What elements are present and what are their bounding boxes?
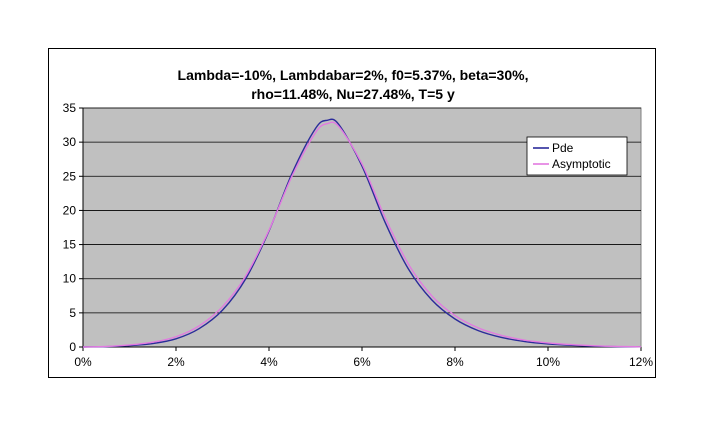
x-tick-label: 2% [167, 355, 185, 369]
y-tick-label: 0 [69, 340, 76, 354]
series-line-asymptotic [82, 121, 642, 348]
y-tick-label: 5 [69, 306, 76, 320]
legend-label: Asymptotic [552, 157, 611, 171]
x-tick-label: 6% [353, 355, 371, 369]
x-tick-label: 10% [536, 355, 560, 369]
chart-title-line-2: rho=11.48%, Nu=27.48%, T=5 y [251, 86, 455, 102]
y-tick-label: 15 [63, 238, 77, 252]
series-group [82, 118, 642, 348]
y-tick-label: 10 [63, 272, 77, 286]
y-tick-label: 30 [63, 135, 77, 149]
x-axis: 0% 2% 4% 6% 8% 10% 12% [74, 346, 653, 369]
y-axis: 0 5 10 15 20 25 30 35 [63, 101, 84, 354]
y-tick-label: 25 [63, 169, 77, 183]
legend-label: Pde [552, 141, 574, 155]
legend: Pde Asymptotic [526, 136, 628, 176]
x-tick-label: 0% [74, 355, 92, 369]
chart-title-line-1: Lambda=-10%, Lambdabar=2%, f0=5.37%, bet… [178, 67, 529, 83]
y-tick-label: 20 [63, 203, 77, 217]
chart-title: Lambda=-10%, Lambdabar=2%, f0=5.37%, bet… [178, 67, 529, 102]
x-tick-label: 4% [260, 355, 278, 369]
line-chart: Lambda=-10%, Lambdabar=2%, f0=5.37%, bet… [63, 67, 654, 369]
chart-frame: Lambda=-10%, Lambdabar=2%, f0=5.37%, bet… [48, 48, 656, 378]
x-tick-label: 12% [629, 355, 653, 369]
x-tick-label: 8% [446, 355, 464, 369]
y-tick-label: 35 [63, 101, 77, 115]
legend-box [526, 136, 628, 176]
